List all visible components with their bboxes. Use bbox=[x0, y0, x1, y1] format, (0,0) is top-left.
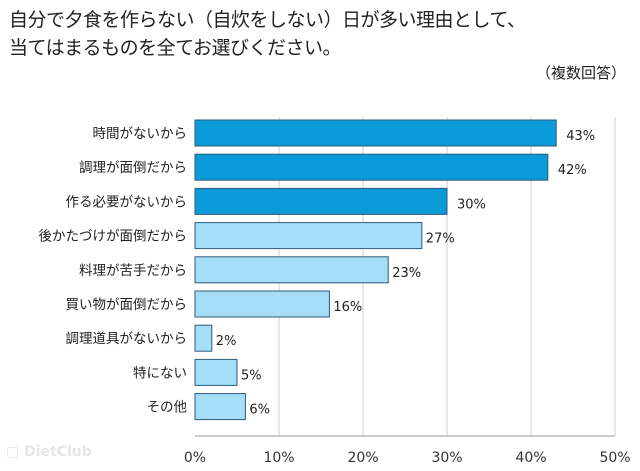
category-label: 作る必要がないから bbox=[66, 194, 188, 210]
value-label: 2% bbox=[216, 334, 237, 349]
x-tick-label: 0% bbox=[184, 450, 206, 466]
value-label: 6% bbox=[249, 403, 270, 418]
value-label: 16% bbox=[333, 300, 362, 315]
category-label: 料理が苦手だから bbox=[79, 263, 187, 279]
x-tick-label: 20% bbox=[347, 450, 378, 466]
category-label: 調理道具がないから bbox=[66, 331, 188, 347]
title-line-2: 当てはまるものを全てお選びください。 bbox=[9, 37, 342, 59]
value-label: 42% bbox=[558, 163, 587, 178]
x-tick-label: 30% bbox=[431, 450, 462, 466]
bar bbox=[194, 153, 549, 181]
category-label: 特にない bbox=[133, 365, 187, 381]
bar bbox=[194, 256, 389, 284]
x-tick-label: 40% bbox=[515, 450, 546, 466]
x-tick-label: 10% bbox=[263, 450, 294, 466]
bar bbox=[194, 187, 448, 215]
bar bbox=[194, 393, 246, 421]
category-label: その他 bbox=[147, 400, 188, 416]
chart-title: 自分で夕食を作らない（自炊をしない）日が多い理由として、 当てはまるものを全てお… bbox=[9, 6, 526, 62]
title-line-1: 自分で夕食を作らない（自炊をしない）日が多い理由として、 bbox=[9, 9, 526, 31]
bar bbox=[194, 222, 423, 250]
value-label: 5% bbox=[241, 368, 262, 383]
chart-subtitle: （複数回答） bbox=[535, 64, 626, 82]
bar bbox=[194, 290, 330, 318]
value-label: 30% bbox=[457, 197, 486, 212]
value-label: 27% bbox=[426, 232, 455, 247]
value-label: 43% bbox=[566, 129, 595, 144]
category-label: 買い物が面倒だから bbox=[66, 297, 188, 313]
bar bbox=[194, 358, 238, 386]
category-label: 調理が面倒だから bbox=[79, 160, 187, 176]
category-label: 時間がないから bbox=[93, 126, 188, 142]
watermark-logo: ▢ DietClub bbox=[6, 444, 92, 460]
x-tick-label: 50% bbox=[599, 450, 630, 466]
bar bbox=[194, 119, 557, 147]
bar bbox=[194, 324, 213, 352]
value-label: 23% bbox=[392, 266, 421, 281]
category-label: 後かたづけが面倒だから bbox=[39, 229, 188, 245]
